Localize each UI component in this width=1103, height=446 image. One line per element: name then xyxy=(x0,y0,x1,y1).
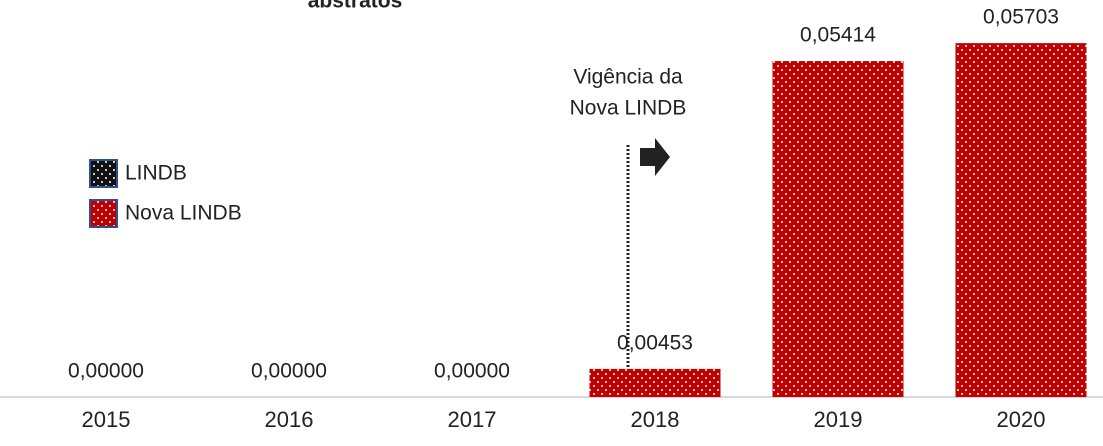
value-label: 0,05414 xyxy=(800,24,876,47)
value-label: 0,00000 xyxy=(251,360,327,383)
value-label: 0,00453 xyxy=(617,331,693,354)
legend-swatch xyxy=(89,159,118,188)
bar xyxy=(772,61,904,397)
x-tick-label: 2017 xyxy=(448,407,497,432)
annotation-text: Nova LINDB xyxy=(570,97,687,120)
x-tick-label: 2016 xyxy=(265,407,314,432)
value-label: 0,00000 xyxy=(434,360,510,383)
annotation-text: Vigência da xyxy=(573,66,683,89)
bar xyxy=(955,43,1087,398)
annotation-arrow xyxy=(640,138,670,176)
x-tick-label: 2015 xyxy=(82,407,131,432)
value-label: 0,05703 xyxy=(983,6,1059,29)
legend-label: Nova LINDB xyxy=(125,202,242,225)
legend-swatch xyxy=(89,199,118,228)
x-tick-label: 2019 xyxy=(814,407,863,432)
chart-title: abstratos xyxy=(308,0,403,13)
value-label: 0,00000 xyxy=(68,360,144,383)
x-tick-label: 2020 xyxy=(997,407,1046,432)
x-tick-label: 2018 xyxy=(631,407,680,432)
bar xyxy=(589,368,721,397)
legend-label: LINDB xyxy=(125,162,187,185)
